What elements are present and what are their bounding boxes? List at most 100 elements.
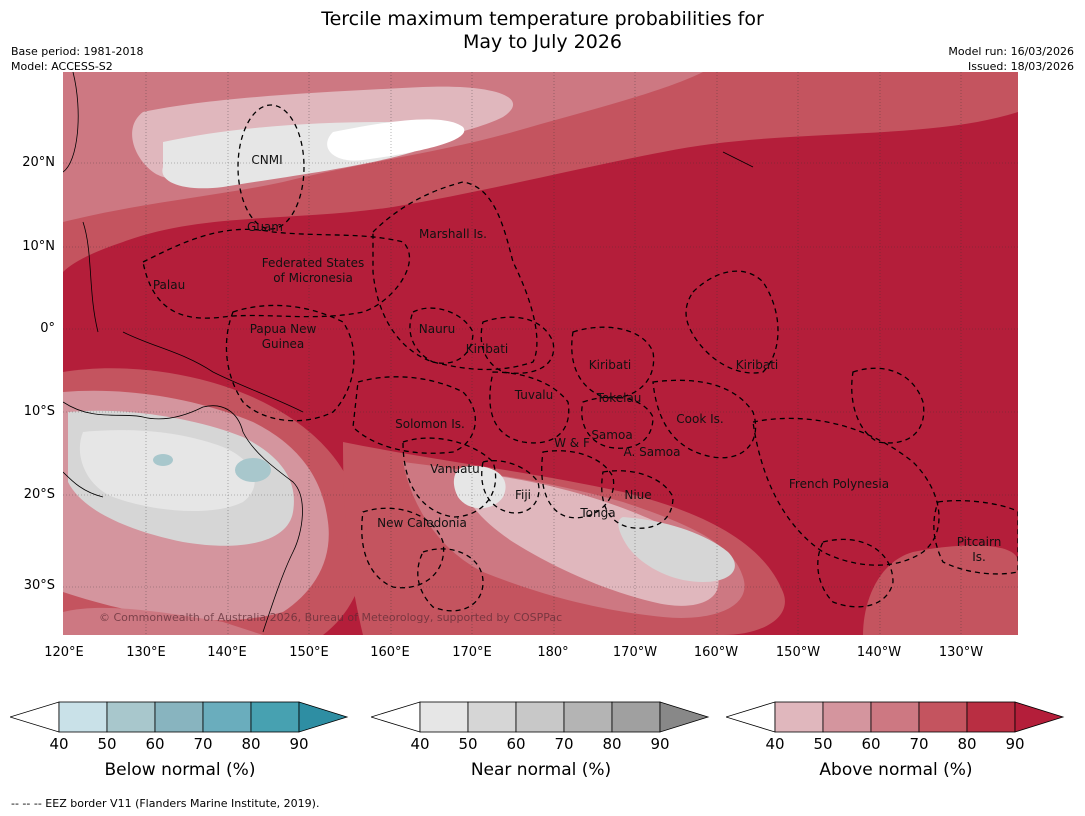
colorbar-near-tick: 90	[650, 735, 670, 753]
label-palau: Palau	[153, 278, 185, 292]
colorbar-extend-low	[724, 701, 776, 733]
south-grey	[618, 517, 735, 582]
colorbar-swatch	[58, 701, 108, 733]
label-pitcairn-1: Pitcairn	[957, 535, 1002, 549]
base-period: Base period: 1981-2018	[11, 45, 144, 58]
lon-label-170e: 170°E	[452, 645, 492, 660]
colorbar-swatch	[202, 701, 252, 733]
lat-label-30s: 30°S	[23, 578, 55, 593]
colorbar-near-swatches	[369, 701, 710, 733]
label-samoa: Samoa	[591, 428, 632, 442]
label-tokelau: Tokelau	[596, 391, 642, 405]
colorbar-swatch	[419, 701, 469, 733]
colorbar-near-tick: 40	[410, 735, 430, 753]
label-wallis-futuna: W & F	[554, 436, 590, 450]
colorbar-swatch	[611, 701, 661, 733]
eez-footnote: -- -- -- EEZ border V11 (Flanders Marine…	[11, 797, 320, 810]
colorbar-swatch	[870, 701, 920, 733]
colorbar-swatch	[154, 701, 204, 733]
chart-title: Tercile maximum temperature probabilitie…	[0, 8, 1085, 54]
colorbar-near-tick: 70	[554, 735, 574, 753]
graticule	[63, 72, 1018, 635]
probability-map: CNMI Guam Marshall Is. Federated States …	[63, 72, 1018, 635]
colorbar-extend-low	[8, 701, 60, 733]
eez-borders	[142, 104, 1018, 612]
lat-label-20n: 20°N	[22, 155, 55, 170]
lat-label-10s: 10°S	[23, 404, 55, 419]
colorbar-below-title: Below normal (%)	[104, 760, 256, 780]
coastlines	[63, 72, 754, 633]
label-french-polynesia: French Polynesia	[789, 477, 889, 491]
lat-label-0: 0°	[40, 321, 55, 336]
colorbar-below-normal: 40 50 60 70 80 90 Below normal (%)	[8, 700, 350, 780]
below-normal-patch	[235, 458, 271, 482]
colorbar-swatch	[966, 701, 1016, 733]
copyright-notice: © Commonwealth of Australia 2026, Bureau…	[99, 611, 562, 624]
colorbar-swatch	[467, 701, 517, 733]
title-line-2: May to July 2026	[463, 31, 622, 53]
colorbar-swatch	[515, 701, 565, 733]
colorbar-extend-high	[1014, 701, 1065, 733]
colorbar-swatch	[822, 701, 872, 733]
label-kiribati-east: Kiribati	[736, 358, 778, 372]
label-tonga: Tonga	[579, 506, 615, 520]
label-guam: Guam	[247, 220, 283, 234]
lon-label-160e: 160°E	[370, 645, 410, 660]
lat-label-10n: 10°N	[22, 239, 55, 254]
label-fsm-1: Federated States	[262, 256, 364, 270]
colorbar-above-normal: 40 50 60 70 80 90 Above normal (%)	[724, 700, 1066, 780]
lat-label-20s: 20°S	[23, 487, 55, 502]
colorbar-above-tick: 70	[909, 735, 929, 753]
colorbar-extend-high	[659, 701, 710, 733]
colorbar-above-title: Above normal (%)	[819, 760, 973, 780]
lon-label-140e: 140°E	[207, 645, 247, 660]
colorbar-above-swatches	[724, 701, 1065, 733]
lon-label-130e: 130°E	[126, 645, 166, 660]
below-normal-patch-2	[153, 454, 173, 466]
label-fsm-2: of Micronesia	[273, 271, 353, 285]
lon-label-130w: 130°W	[938, 645, 984, 660]
colorbar-extend-low	[369, 701, 421, 733]
colorbar-below-tick: 40	[49, 735, 69, 753]
model-name: Model: ACCESS-S2	[11, 60, 113, 73]
label-fiji: Fiji	[515, 488, 531, 502]
lon-label-140w: 140°W	[856, 645, 902, 660]
title-line-1: Tercile maximum temperature probabilitie…	[321, 8, 764, 30]
south-grey-2	[453, 466, 506, 509]
colorbar-below-tick: 80	[241, 735, 261, 753]
model-run-date: Model run: 16/03/2026	[948, 45, 1074, 58]
label-solomon: Solomon Is.	[395, 417, 465, 431]
label-png-2: Guinea	[262, 337, 305, 351]
label-new-caledonia: New Caledonia	[377, 516, 467, 530]
colorbar-below-tick: 70	[193, 735, 213, 753]
metadata-left: Base period: 1981-2018 Model: ACCESS-S2	[11, 44, 143, 74]
label-cook: Cook Is.	[676, 412, 723, 426]
colorbar-above-tick: 50	[813, 735, 833, 753]
colorbar-swatch	[774, 701, 824, 733]
lon-label-150w: 150°W	[775, 645, 821, 660]
colorbar-above-tick: 60	[861, 735, 881, 753]
label-kiribati-west: Kiribati	[466, 342, 508, 356]
label-kiribati-central: Kiribati	[589, 358, 631, 372]
label-tuvalu: Tuvalu	[514, 388, 554, 402]
colorbar-swatch	[250, 701, 300, 733]
lon-label-150e: 150°E	[289, 645, 329, 660]
label-nauru: Nauru	[419, 322, 455, 336]
north-white	[327, 119, 465, 161]
colorbar-above-tick: 80	[957, 735, 977, 753]
colorbar-near-tick: 80	[602, 735, 622, 753]
label-vanuatu: Vanuatu	[430, 462, 480, 476]
colorbar-near-tick: 50	[458, 735, 478, 753]
colorbar-above-tick: 40	[765, 735, 785, 753]
label-niue: Niue	[624, 488, 651, 502]
lon-label-170w: 170°W	[612, 645, 658, 660]
colorbar-below-tick: 50	[97, 735, 117, 753]
lon-label-120e: 120°E	[44, 645, 84, 660]
label-pitcairn-2: Is.	[972, 550, 986, 564]
australia-light	[79, 430, 255, 512]
label-american-samoa: A. Samoa	[624, 445, 681, 459]
se-band	[863, 545, 1018, 635]
colorbar-below-swatches	[8, 701, 349, 733]
issued-date: Issued: 18/03/2026	[967, 60, 1074, 73]
colorbar-near-title: Near normal (%)	[470, 760, 612, 780]
